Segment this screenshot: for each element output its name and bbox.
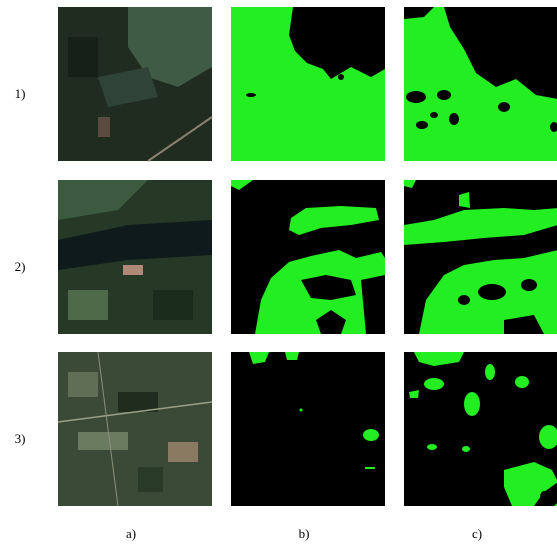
satellite-image	[58, 7, 212, 161]
figure: 1) 2) 3) a) b) c)	[0, 0, 557, 544]
row-label: 3)	[15, 431, 26, 446]
row-label: 2)	[15, 259, 26, 274]
mask-ground-truth	[404, 7, 557, 161]
satellite-image	[58, 352, 212, 506]
mask-prediction	[231, 180, 385, 334]
mask-prediction	[231, 7, 385, 161]
page: 1) 2) 3) a) b) c) (() => { const data = …	[0, 0, 557, 544]
mask-ground-truth	[404, 180, 557, 334]
column-label: c)	[472, 526, 482, 541]
column-label: a)	[126, 526, 136, 541]
row-label: 1)	[15, 86, 26, 101]
mask-ground-truth	[404, 352, 557, 506]
mask-prediction	[231, 352, 385, 506]
column-label: b)	[299, 526, 310, 541]
satellite-image	[58, 180, 212, 334]
